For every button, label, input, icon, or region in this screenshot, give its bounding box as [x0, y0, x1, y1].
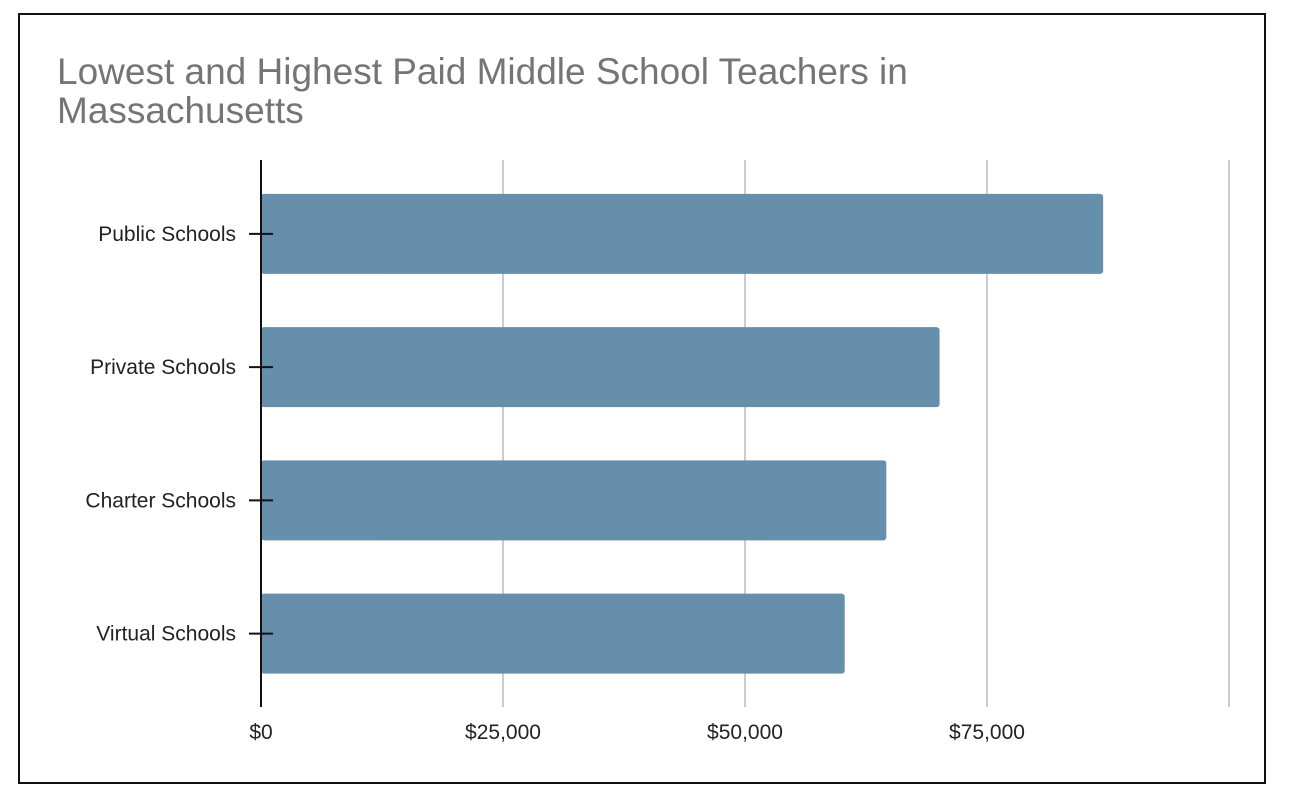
x-tick-label: $75,000: [949, 721, 1025, 744]
bar: [261, 593, 845, 674]
bar: [261, 193, 1104, 274]
bar: [261, 327, 940, 408]
chart-frame: [18, 13, 1266, 784]
x-tick-label: $0: [249, 721, 272, 744]
y-category-label: Public Schools: [98, 223, 236, 246]
x-tick-label: $50,000: [707, 721, 783, 744]
y-category-label: Charter Schools: [85, 489, 236, 512]
y-category-label: Virtual Schools: [96, 623, 236, 646]
bar: [261, 460, 887, 541]
x-tick-label: $25,000: [465, 721, 541, 744]
chart-title: Lowest and Highest Paid Middle School Te…: [57, 51, 908, 131]
y-category-label: Private Schools: [90, 356, 236, 379]
